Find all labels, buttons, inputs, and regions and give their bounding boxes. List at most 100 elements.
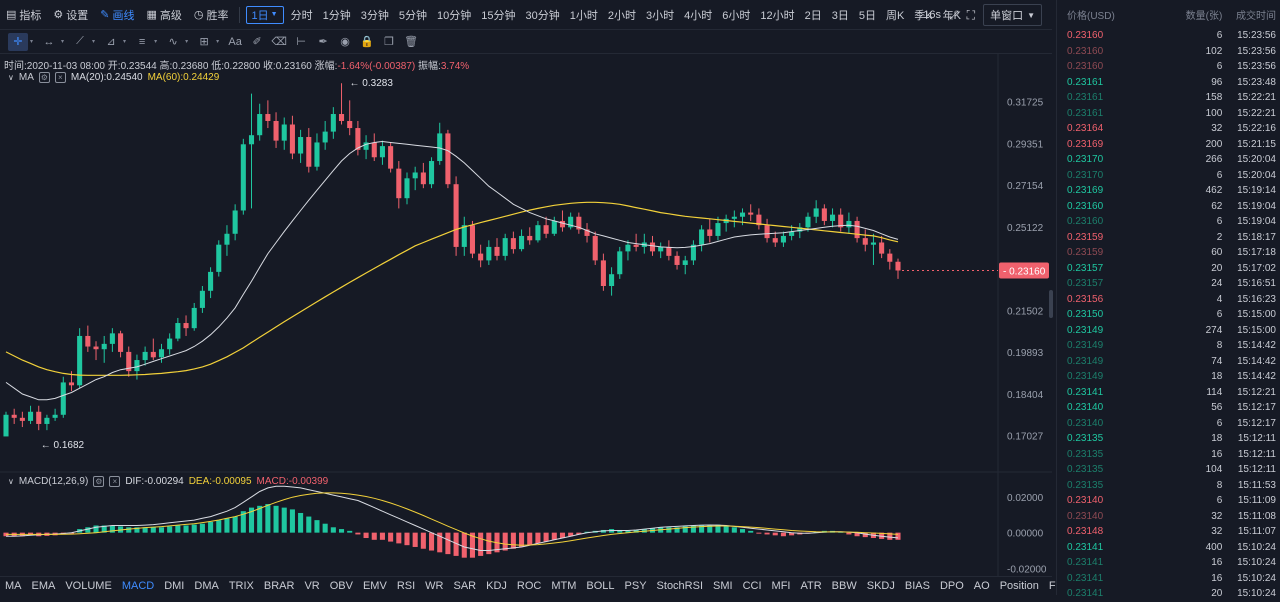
macd-bar xyxy=(756,532,762,534)
interval-tab-14[interactable]: 2日 xyxy=(804,9,822,22)
delete-icon[interactable]: 🗑 xyxy=(404,36,419,48)
candle-body xyxy=(314,142,320,167)
indicator-tab-22[interactable]: MFI xyxy=(771,580,791,592)
grid-icon[interactable]: ⊞ xyxy=(199,36,209,48)
chevron-down-icon[interactable]: ▾ xyxy=(185,39,189,45)
chevron-down-icon[interactable]: ▾ xyxy=(30,39,34,45)
ruler-icon[interactable]: ⊢ xyxy=(296,36,306,48)
indicator-tab-24[interactable]: BBW xyxy=(831,580,857,592)
chevron-down-icon[interactable]: ∨ xyxy=(8,73,14,82)
indicator-tab-17[interactable]: BOLL xyxy=(586,580,615,592)
crosshair-icon[interactable]: ✛ xyxy=(8,32,28,51)
chevron-down-icon[interactable]: ▾ xyxy=(61,39,65,45)
interval-tab-2[interactable]: 1分钟 xyxy=(322,9,351,22)
horizontal-line-icon[interactable]: ↔ xyxy=(43,35,55,48)
indicator-tab-11[interactable]: RSI xyxy=(396,580,416,592)
trade-qty: 18 xyxy=(1211,371,1223,383)
indicator-tab-1[interactable]: EMA xyxy=(31,580,56,592)
indicator-tab-4[interactable]: DMI xyxy=(164,580,185,592)
settings-icon[interactable]: ⚙ xyxy=(38,72,50,83)
interval-tab-11[interactable]: 4小时 xyxy=(684,9,713,22)
indicator-tab-29[interactable]: Position xyxy=(999,580,1039,592)
toolbar-item-3[interactable]: ▦ 高级 xyxy=(141,0,188,30)
interval-tab-13[interactable]: 12小时 xyxy=(760,9,795,22)
chevron-down-icon[interactable]: ▾ xyxy=(92,39,96,45)
toolbar-item-4[interactable]: ◷ 胜率 xyxy=(188,0,235,30)
interval-tab-15[interactable]: 3日 xyxy=(831,9,849,22)
interval-tab-19[interactable]: 年K xyxy=(942,9,961,22)
indicator-tab-25[interactable]: SKDJ xyxy=(866,580,895,592)
indicator-tab-13[interactable]: SAR xyxy=(453,580,477,592)
interval-tab-17[interactable]: 周K xyxy=(885,9,905,22)
interval-tab-8[interactable]: 1小时 xyxy=(569,9,598,22)
pane-resize-handle[interactable] xyxy=(1049,290,1053,318)
interval-tab-0[interactable]: 1日 ▼ xyxy=(245,5,284,24)
settings-icon[interactable]: ⚙ xyxy=(93,476,105,487)
window-mode-dropdown[interactable]: 单窗口 ▼ xyxy=(983,4,1042,26)
candle xyxy=(699,225,705,252)
toolbar-item-1[interactable]: ⚙ 设置 xyxy=(47,0,94,30)
indicator-tab-2[interactable]: VOLUME xyxy=(65,580,112,592)
indicator-tab-7[interactable]: BRAR xyxy=(263,580,295,592)
indicator-tab-10[interactable]: EMV xyxy=(362,580,387,592)
interval-tab-9[interactable]: 2小时 xyxy=(607,9,636,22)
indicator-tab-8[interactable]: VR xyxy=(304,580,320,592)
toolbar-item-0[interactable]: ▤ 指标 xyxy=(0,0,47,30)
interval-tab-12[interactable]: 6小时 xyxy=(722,9,751,22)
price-chart[interactable]: 0.31725 0.29351 0.27154 0.25122 0.21502 0.198… xyxy=(0,54,1052,576)
indicator-tab-23[interactable]: ATR xyxy=(800,580,822,592)
indicator-tab-12[interactable]: WR xyxy=(425,580,444,592)
trade-qty: 8 xyxy=(1216,479,1223,491)
trade-price: 0.23135 xyxy=(1067,464,1104,476)
interval-tab-1[interactable]: 分时 xyxy=(290,9,313,22)
pen-icon[interactable]: ✒ xyxy=(318,36,328,48)
chevron-down-icon[interactable]: ▾ xyxy=(216,39,220,45)
fullscreen-icon[interactable]: ⤢ xyxy=(949,7,959,22)
interval-tab-3[interactable]: 3分钟 xyxy=(360,9,389,22)
eraser-icon[interactable]: ⌫ xyxy=(271,36,287,48)
candle xyxy=(551,216,557,236)
indicator-tab-28[interactable]: AO xyxy=(973,580,990,592)
interval-tab-10[interactable]: 3小时 xyxy=(645,9,675,22)
toolbar-item-2[interactable]: ✎ 画线 xyxy=(94,0,140,30)
indicator-tab-5[interactable]: DMA xyxy=(194,580,219,592)
lock-icon[interactable]: 🔒 xyxy=(360,36,374,48)
indicator-tab-21[interactable]: CCI xyxy=(742,580,762,592)
expand-icon[interactable]: ⛶ xyxy=(966,7,976,22)
indicator-tab-9[interactable]: OBV xyxy=(329,580,353,592)
indicator-tab-0[interactable]: MA xyxy=(5,580,22,592)
indicator-tab-15[interactable]: ROC xyxy=(516,580,542,592)
indicator-tab-3[interactable]: MACD xyxy=(121,580,155,592)
indicator-tab-20[interactable]: SMI xyxy=(713,580,733,592)
wave-icon[interactable]: ∿ xyxy=(168,36,178,48)
interval-tab-6[interactable]: 15分钟 xyxy=(481,9,516,22)
fib-icon[interactable]: ≡ xyxy=(138,35,146,48)
indicator-tab-19[interactable]: StochRSI xyxy=(656,580,704,592)
indicator-tab-14[interactable]: KDJ xyxy=(486,580,507,592)
indicator-tab-26[interactable]: BIAS xyxy=(904,580,930,592)
ray-icon[interactable]: ⊿ xyxy=(106,36,116,48)
interval-tab-16[interactable]: 5日 xyxy=(858,9,876,22)
eye-icon[interactable]: ◉ xyxy=(340,36,350,48)
macd-bar xyxy=(191,524,197,533)
interval-tab-4[interactable]: 5分钟 xyxy=(398,9,427,22)
indicator-tab-6[interactable]: TRIX xyxy=(228,580,254,592)
interval-tab-18[interactable]: 季K xyxy=(914,9,933,22)
copy-icon[interactable]: ❐ xyxy=(384,36,395,48)
indicator-tab-18[interactable]: PSY xyxy=(624,580,647,592)
chevron-down-icon[interactable]: ∨ xyxy=(8,477,14,486)
interval-tab-5[interactable]: 10分钟 xyxy=(436,9,472,22)
macd-bar xyxy=(85,527,91,533)
text-icon[interactable]: Aa xyxy=(228,35,242,48)
trend-line-icon[interactable]: ⟋ xyxy=(76,35,84,47)
close-icon[interactable]: × xyxy=(109,476,121,487)
chevron-down-icon[interactable]: ▾ xyxy=(123,39,127,45)
candle-body xyxy=(772,238,778,243)
close-icon[interactable]: × xyxy=(54,72,66,83)
indicator-tab-16[interactable]: MTM xyxy=(551,580,577,592)
ma20-line xyxy=(5,140,899,401)
brush-icon[interactable]: ✐ xyxy=(252,36,262,48)
indicator-tab-27[interactable]: DPO xyxy=(939,580,964,592)
chevron-down-icon[interactable]: ▾ xyxy=(154,39,158,45)
interval-tab-7[interactable]: 30分钟 xyxy=(525,9,560,22)
